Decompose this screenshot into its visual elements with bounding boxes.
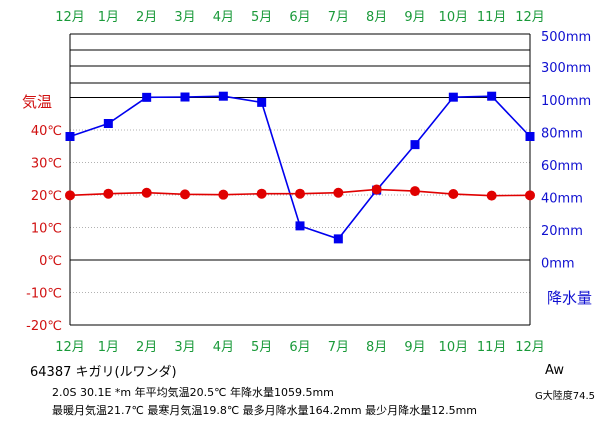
month-label-bottom: 2月	[136, 340, 157, 355]
precipitation-point	[487, 91, 497, 101]
temperature-point	[333, 187, 344, 198]
precipitation-series	[65, 91, 535, 244]
month-label-bottom: 1月	[98, 340, 119, 355]
temperature-point	[295, 188, 305, 199]
station-extremes: 最暖月気温21.7℃ 最寒月気温19.8℃ 最多月降水量164.2mm 最少月降…	[52, 404, 478, 417]
temperature-tick-label: 30℃	[31, 157, 62, 172]
continentality-index: G大陸度74.5	[535, 391, 596, 402]
precipitation-point	[448, 92, 458, 102]
station-name: 64387 キガリ(ルワンダ)	[30, 365, 177, 380]
precipitation-point	[103, 119, 113, 128]
month-labels-top: 12月 1月 2月 3月 4月 5月 6月 7月 8月 9月 10月 11月 12月	[55, 10, 545, 25]
temperature-point	[410, 186, 420, 197]
temperature-point	[65, 190, 75, 201]
precipitation-point	[410, 140, 420, 150]
month-label-top: 2月	[136, 10, 157, 25]
temperature-tick-label: 40℃	[31, 124, 62, 139]
precipitation-point	[65, 132, 75, 141]
month-label-top: 10月	[439, 10, 469, 25]
precipitation-tick-label: 80mm	[541, 127, 583, 142]
precipitation-tick-label: 20mm	[541, 224, 583, 239]
month-label-bottom: 8月	[366, 340, 387, 355]
month-label-top: 12月	[55, 10, 85, 25]
month-label-top: 12月	[515, 10, 545, 25]
month-label-bottom: 4月	[213, 340, 234, 355]
month-label-bottom: 12月	[515, 340, 545, 355]
precipitation-line	[69, 95, 531, 240]
month-label-top: 1月	[98, 10, 119, 25]
temperature-tick-label: 0℃	[39, 254, 62, 269]
month-label-bottom: 10月	[439, 340, 469, 355]
precipitation-point	[257, 97, 267, 107]
precipitation-point	[180, 92, 190, 102]
axes	[69, 34, 531, 326]
precipitation-point	[142, 92, 152, 102]
temperature-point	[141, 187, 152, 198]
precipitation-axis-title: 降水量	[547, 289, 592, 307]
month-label-bottom: 6月	[289, 340, 310, 355]
precipitation-point	[218, 91, 228, 101]
temperature-series	[65, 184, 535, 201]
temperature-point	[256, 188, 267, 199]
temperature-point	[103, 188, 114, 199]
precipitation-tick-label: 100mm	[541, 94, 591, 109]
climate-class: Aw	[545, 363, 564, 378]
temperature-tick-label: -10℃	[26, 287, 62, 302]
temperature-tick-label: 20℃	[31, 189, 62, 204]
grid-lines	[70, 33, 530, 293]
temperature-point	[486, 190, 497, 201]
month-label-bottom: 9月	[404, 340, 425, 355]
temperature-axis-ticks: 40℃ 30℃ 20℃ 10℃ 0℃ -10℃ -20℃	[26, 124, 62, 334]
month-label-top: 8月	[366, 10, 387, 25]
month-label-bottom: 3月	[174, 340, 195, 355]
precipitation-tick-label: 0mm	[541, 257, 575, 272]
month-label-top: 7月	[328, 10, 349, 25]
month-label-top: 11月	[477, 10, 507, 25]
temperature-point	[218, 189, 229, 200]
precipitation-axis-ticks: 500mm 300mm 100mm 80mm 60mm 40mm 20mm 0mm	[541, 30, 591, 272]
month-label-bottom: 12月	[55, 340, 85, 355]
precipitation-tick-label: 500mm	[541, 30, 591, 45]
month-label-top: 4月	[213, 10, 234, 25]
precipitation-tick-label: 300mm	[541, 61, 591, 76]
month-label-bottom: 5月	[251, 340, 272, 355]
precipitation-tick-label: 60mm	[541, 159, 583, 174]
temperature-point	[371, 184, 382, 195]
month-label-top: 5月	[251, 10, 272, 25]
month-label-bottom: 7月	[328, 340, 349, 355]
temperature-point	[448, 189, 459, 200]
precipitation-point	[333, 234, 343, 244]
temperature-tick-label: -20℃	[26, 319, 62, 334]
temperature-tick-label: 10℃	[31, 222, 62, 237]
temperature-point	[180, 189, 190, 200]
precipitation-point	[295, 221, 305, 231]
month-label-top: 3月	[174, 10, 195, 25]
month-labels-bottom: 12月 1月 2月 3月 4月 5月 6月 7月 8月 9月 10月 11月 12月	[55, 340, 545, 355]
temperature-axis-title: 気温	[22, 93, 52, 111]
precipitation-point	[525, 132, 535, 141]
temperature-point	[525, 190, 535, 201]
precipitation-tick-label: 40mm	[541, 192, 583, 207]
month-label-top: 6月	[289, 10, 310, 25]
month-label-bottom: 11月	[477, 340, 507, 355]
month-label-top: 9月	[404, 10, 425, 25]
station-summary: 2.0S 30.1E *m 年平均気温20.5℃ 年降水量1059.5mm	[52, 386, 334, 399]
